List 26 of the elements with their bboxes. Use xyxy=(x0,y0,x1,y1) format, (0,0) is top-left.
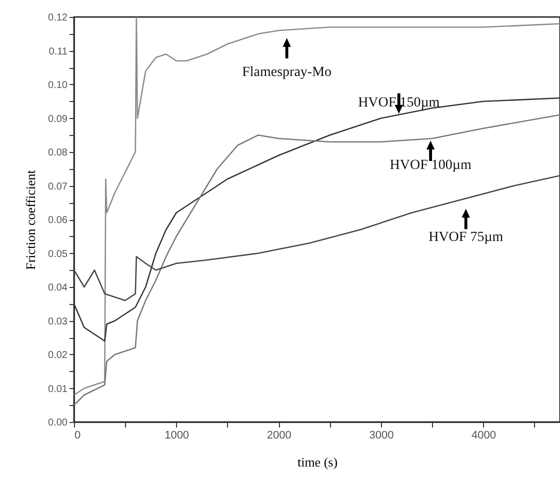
y-tick-label: 0.02 xyxy=(48,350,68,361)
y-tick-label: 0.09 xyxy=(48,114,68,125)
y-tick-label: 0.03 xyxy=(48,316,68,328)
y-tick-label: 0.01 xyxy=(48,384,68,395)
y-tick-label: 0.10 xyxy=(48,80,68,91)
annotation: Flamespray-Mo xyxy=(242,65,332,80)
y-axis-title: Friction coefficient xyxy=(23,170,38,270)
y-tick-label: 0.11 xyxy=(48,46,68,58)
x-axis-title: time (s) xyxy=(297,454,338,470)
y-tick-label: 0.07 xyxy=(48,181,68,192)
y-tick-label: 0.12 xyxy=(48,12,68,24)
y-tick-label: 0.08 xyxy=(48,148,68,158)
x-tick-label: 4000 xyxy=(472,430,496,442)
x-tick-label: 1000 xyxy=(164,430,190,442)
annotation: HVOF 150µm xyxy=(358,96,440,111)
x-tick-label: 3000 xyxy=(369,430,394,442)
x-tick-label: 0 xyxy=(74,430,81,442)
x-tick-label: 2000 xyxy=(266,430,292,442)
y-tick-label: 0.06 xyxy=(48,215,68,226)
line-series xyxy=(74,114,560,406)
y-tick-label: 0.04 xyxy=(48,282,68,294)
line-series xyxy=(74,174,560,302)
annotation: HVOF 100µm xyxy=(390,158,472,173)
y-tick-label: 0.05 xyxy=(48,248,68,260)
annotation: HVOF 75µm xyxy=(428,230,504,245)
y-tick-label: 0.00 xyxy=(48,418,68,428)
